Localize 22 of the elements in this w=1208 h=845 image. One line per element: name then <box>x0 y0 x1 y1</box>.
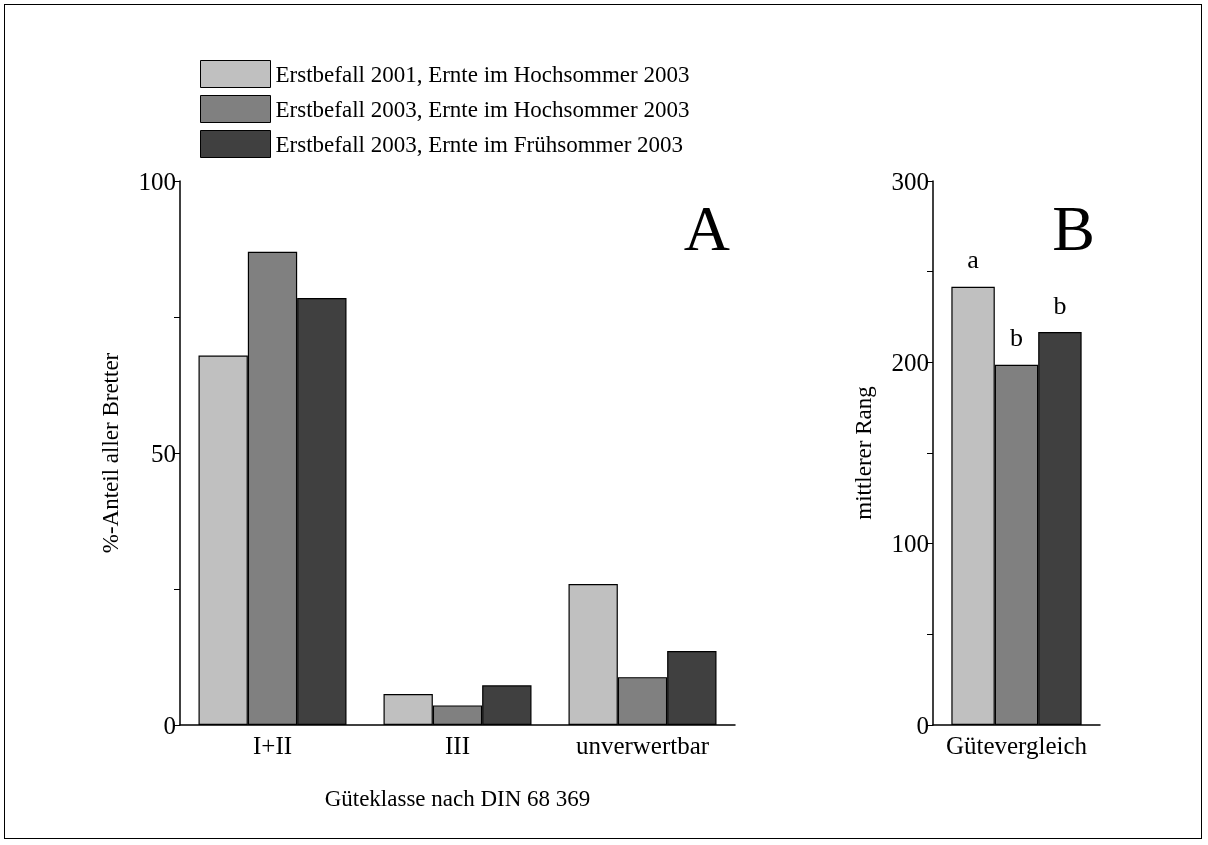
legend-label: Erstbefall 2003, Ernte im Frühsommer 2003 <box>275 131 684 157</box>
y-tick-label: 200 <box>891 348 929 376</box>
legend-label: Erstbefall 2001, Ernte im Hochsommer 2003 <box>275 61 690 87</box>
y-tick-label: 300 <box>891 167 929 195</box>
data-label: a <box>967 245 980 275</box>
data-label: b <box>1010 323 1023 353</box>
legend-label: Erstbefall 2003, Ernte im Hochsommer 2003 <box>275 96 690 122</box>
y-tick-label: 50 <box>151 439 176 467</box>
x-tick-label: I+II <box>252 732 293 759</box>
annotation: B <box>1052 192 1095 264</box>
y-tick-label: 0 <box>163 711 176 739</box>
y-tick-label: 100 <box>891 530 929 558</box>
annotation: A <box>683 192 730 264</box>
x-tick-label: Gütevergleich <box>945 732 1088 759</box>
x-axis-title: Güteklasse nach DIN 68 369 <box>324 786 591 811</box>
y-tick-label: 0 <box>916 711 929 739</box>
y-axis-title: mittlerer Rang <box>851 385 876 520</box>
y-axis-title: %-Anteil aller Bretter <box>98 352 123 554</box>
x-tick-label: unverwertbar <box>575 732 710 759</box>
data-label: b <box>1053 290 1067 320</box>
y-tick-label: 100 <box>138 167 176 195</box>
x-tick-label: III <box>445 732 470 759</box>
